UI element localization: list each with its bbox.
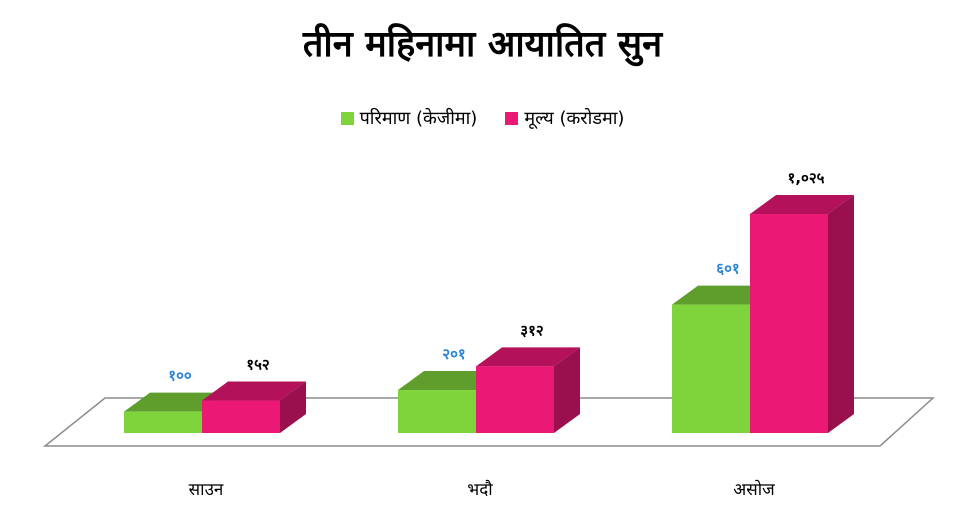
x-tick-label: साउन	[189, 480, 224, 500]
bar-top-value	[750, 195, 854, 215]
legend-label-quantity: परिमाण (केजीमा)	[359, 108, 478, 129]
x-tick-label: भदौ	[467, 479, 493, 500]
bar-value	[202, 400, 280, 433]
bar-top-value	[202, 381, 306, 401]
legend-swatch-value	[505, 111, 519, 125]
data-label-quantity: ६०१	[716, 260, 739, 278]
bar-quantity	[398, 390, 476, 433]
legend-label-value: मूल्य (करोडमा)	[524, 108, 625, 129]
legend-item-value: मूल्य (करोडमा)	[505, 106, 624, 130]
bar-value	[750, 214, 828, 433]
bar-side-value	[554, 347, 580, 433]
bar-quantity	[672, 304, 750, 433]
data-label-quantity: १००	[168, 367, 192, 385]
bar-value	[476, 366, 554, 433]
legend-item-quantity: परिमाण (केजीमा)	[340, 106, 478, 130]
data-label-value: १,०२५	[788, 169, 825, 187]
data-label-quantity: २०१	[442, 345, 465, 363]
data-label-value: १५२	[246, 356, 269, 374]
bar-side-value	[280, 381, 306, 433]
data-label-value: ३१२	[520, 321, 543, 339]
legend: परिमाण (केजीमा) मूल्य (करोडमा)	[0, 106, 965, 130]
chart-title: तीन महिनामा आयातित सुन	[302, 24, 663, 65]
bar-top-value	[476, 347, 580, 367]
bar-side-value	[828, 195, 854, 433]
x-tick-label: असोज	[733, 479, 775, 500]
legend-swatch-quantity	[340, 111, 354, 125]
bar-quantity	[124, 411, 202, 433]
